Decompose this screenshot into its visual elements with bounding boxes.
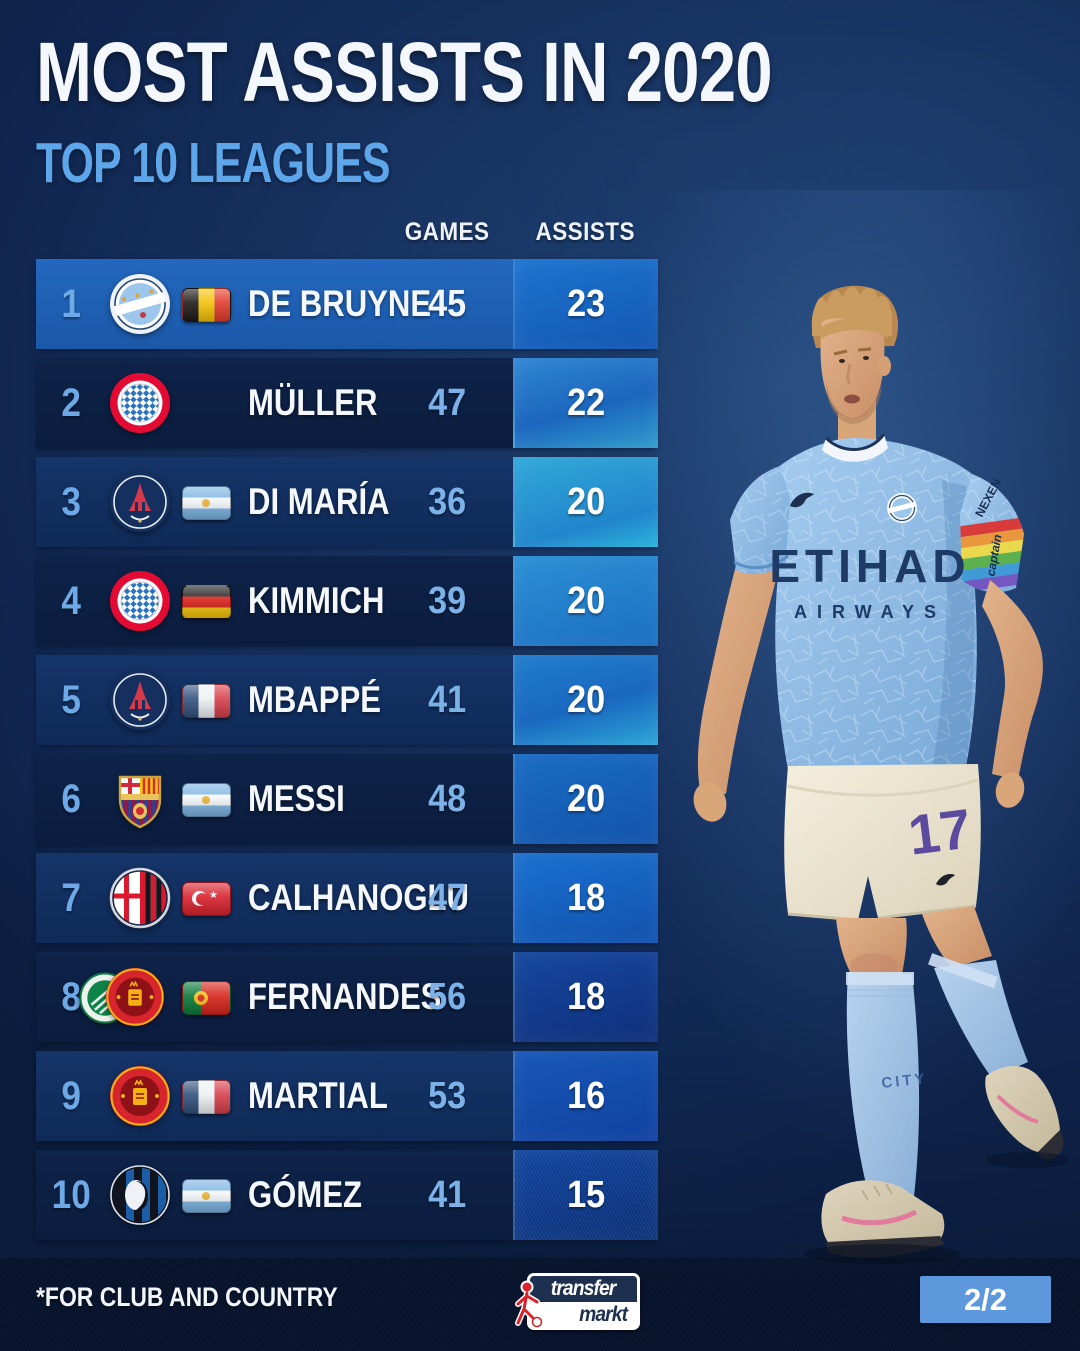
player-name: DI MARÍA xyxy=(248,481,390,522)
table-row-5: 5 MBAPPÉ 41 20 xyxy=(36,655,658,745)
fc-barcelona-badge-icon xyxy=(118,775,162,829)
assists-value: 18 xyxy=(513,853,658,943)
table-row-6: 6 MES xyxy=(36,754,658,844)
argentina-flag-icon xyxy=(182,486,231,520)
assists-value: 15 xyxy=(513,1150,658,1240)
france-flag-icon xyxy=(182,684,231,718)
table-row-7: 7 ★ CALHANOGLU 47 18 xyxy=(36,853,658,943)
psg-badge-icon xyxy=(110,670,170,730)
games-value: 39 xyxy=(427,579,467,622)
psg-badge-icon xyxy=(110,472,170,532)
games-value: 47 xyxy=(427,381,467,424)
argentina-flag-icon xyxy=(182,1179,231,1213)
turkey-flag-icon: ★ xyxy=(182,882,231,916)
page-indicator-badge: 2/2 xyxy=(920,1276,1051,1323)
assists-value: 20 xyxy=(513,556,658,646)
player-name: MBAPPÉ xyxy=(248,679,381,720)
player-name: MARTIAL xyxy=(248,1075,388,1116)
shorts-number: 17 xyxy=(905,797,975,867)
column-header-games: GAMES xyxy=(404,218,490,246)
transfermarkt-logo: transfer markt xyxy=(515,1273,640,1330)
column-header-assists: ASSISTS xyxy=(535,218,635,246)
player-name: KIMMICH xyxy=(248,580,385,621)
games-value: 47 xyxy=(427,876,467,919)
brand-text-bottom: markt xyxy=(578,1302,628,1326)
portugal-flag-icon xyxy=(182,981,231,1015)
rank-value: 6 xyxy=(61,776,81,821)
assists-value: 20 xyxy=(513,457,658,547)
captain-armband: captain xyxy=(960,516,1024,593)
manchester-united-badge-icon xyxy=(110,1066,170,1126)
player-name: MESSI xyxy=(248,778,345,819)
manchester-city-badge-icon xyxy=(110,274,170,334)
player-name: GÓMEZ xyxy=(248,1174,362,1215)
table-row-3: 3 DI MARÍA 36 20 xyxy=(36,457,658,547)
table-row-2: 2 MÜLLER 47 22 xyxy=(36,358,658,448)
ranking-table: 1 DE BRUYNE 45 23 2 xyxy=(36,259,658,1249)
france-flag-icon xyxy=(182,1080,231,1114)
footnote: *FOR CLUB AND COUNTRY xyxy=(36,1282,338,1312)
atalanta-badge-icon xyxy=(110,1165,170,1225)
page-subtitle: TOP 10 LEAGUES xyxy=(36,131,391,195)
shirt-sponsor-subtext: AIRWAYS xyxy=(794,602,946,622)
games-value: 48 xyxy=(427,777,467,820)
player-name: DE BRUYNE xyxy=(248,283,432,324)
assists-value: 18 xyxy=(513,952,658,1042)
rank-value: 2 xyxy=(61,380,81,425)
manchester-united-badge-icon xyxy=(105,967,165,1027)
belgium-flag-icon xyxy=(182,288,231,322)
assists-value: 20 xyxy=(513,655,658,745)
games-value: 41 xyxy=(427,678,467,721)
argentina-flag-icon xyxy=(182,783,231,817)
player-photo: NEXEN captain ETIHAD AIRWAYS 17 xyxy=(693,285,1070,1264)
games-value: 36 xyxy=(427,480,467,523)
bayern-munich-badge-icon xyxy=(110,571,170,631)
assists-value: 20 xyxy=(513,754,658,844)
games-value: 56 xyxy=(427,975,467,1018)
assists-value: 23 xyxy=(513,259,658,349)
player-name: CALHANOGLU xyxy=(248,877,469,918)
ac-milan-badge-icon xyxy=(109,867,171,929)
rank-value: 1 xyxy=(61,281,81,326)
bayern-munich-badge-icon xyxy=(110,373,170,433)
rank-value: 9 xyxy=(61,1073,81,1118)
player-name: MÜLLER xyxy=(248,382,378,423)
table-row-4: 4 KIMMICH 39 20 xyxy=(36,556,658,646)
table-row-10: 10 GÓMEZ 41 15 xyxy=(36,1150,658,1240)
games-value: 41 xyxy=(427,1173,467,1216)
page-indicator-text: 2/2 xyxy=(963,1281,1008,1317)
page-title: MOST ASSISTS IN 2020 xyxy=(36,25,773,119)
germany-flag-icon xyxy=(182,585,231,619)
sock-text: CITY xyxy=(881,1070,929,1092)
brand-text-top: transfer xyxy=(551,1277,617,1300)
transfermarkt-figure-icon xyxy=(515,1280,543,1328)
rank-value: 4 xyxy=(61,578,81,623)
assists-value: 16 xyxy=(513,1051,658,1141)
games-value: 53 xyxy=(427,1074,467,1117)
games-value: 45 xyxy=(427,282,467,325)
assists-value: 22 xyxy=(513,358,658,448)
table-row-9: 9 MARTIAL 53 16 xyxy=(36,1051,658,1141)
rank-value: 3 xyxy=(61,479,81,524)
player-name: FERNANDES xyxy=(248,976,442,1017)
shirt-sponsor-text: ETIHAD xyxy=(769,540,970,592)
table-row-1: 1 DE BRUYNE 45 23 xyxy=(36,259,658,349)
rank-value: 8 xyxy=(61,974,81,1019)
rank-value: 5 xyxy=(61,677,81,722)
rank-value: 10 xyxy=(51,1172,91,1217)
table-row-8: 8 FERNANDES 56 xyxy=(36,952,658,1042)
rank-value: 7 xyxy=(61,875,81,920)
